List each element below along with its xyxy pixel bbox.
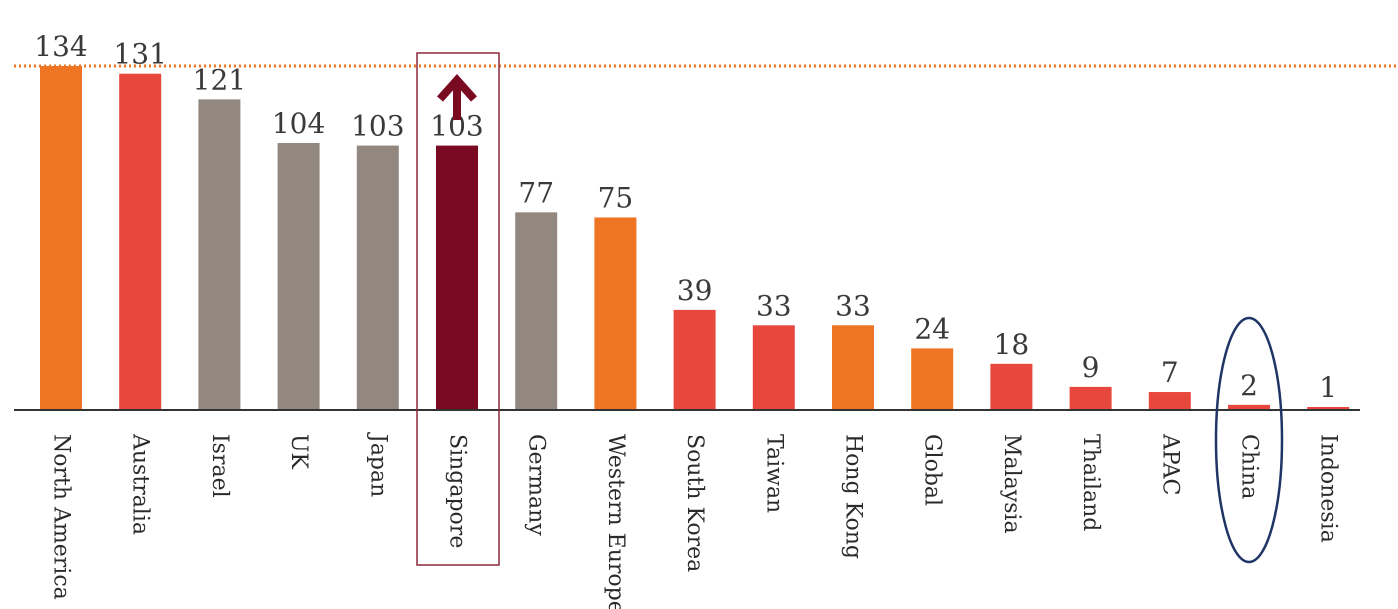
bar-taiwan [752, 325, 795, 410]
category-label-japan: Japan [365, 432, 390, 497]
value-label-hong-kong: 33 [835, 289, 871, 322]
category-label-israel: Israel [207, 434, 232, 498]
bar-north-america [40, 66, 82, 410]
value-label-apac: 7 [1161, 356, 1179, 389]
bar-uk [277, 143, 320, 410]
value-label-south-korea: 39 [677, 274, 713, 307]
category-label-south-korea: South Korea [682, 434, 707, 572]
bar-germany [515, 212, 558, 410]
category-label-australia: Australia [128, 433, 153, 535]
category-label-north-america: North America [49, 434, 74, 600]
category-label-china: China [1237, 434, 1262, 499]
value-label-malaysia: 18 [994, 328, 1030, 361]
bar-south-korea [673, 309, 716, 410]
category-label-thailand: Thailand [1078, 434, 1103, 531]
value-label-australia: 131 [113, 38, 166, 71]
category-label-global: Global [920, 434, 945, 506]
bar-japan [356, 145, 399, 410]
category-label-hong-kong: Hong Kong [841, 434, 866, 559]
category-label-uk: UK [286, 434, 311, 470]
value-label-uk: 104 [272, 107, 325, 140]
category-label-western-europe: Western Europe [603, 434, 628, 609]
bar-singapore [436, 145, 478, 410]
up-arrow-icon [437, 74, 477, 120]
bar-thailand [1069, 386, 1112, 410]
highlight-ellipse-china [1214, 316, 1284, 564]
value-label-taiwan: 33 [756, 289, 792, 322]
bar-western-europe [594, 217, 637, 410]
value-label-global: 24 [914, 312, 950, 345]
value-label-japan: 103 [351, 110, 404, 143]
bar-global [911, 348, 954, 410]
value-label-indonesia: 1 [1319, 371, 1337, 404]
value-label-thailand: 9 [1082, 351, 1100, 384]
category-label-indonesia: Indonesia [1316, 434, 1341, 543]
value-label-china: 2 [1240, 369, 1258, 402]
bar-australia [119, 73, 162, 411]
value-label-western-europe: 75 [598, 181, 634, 214]
bar-malaysia [990, 363, 1033, 410]
bar-apac [1148, 392, 1191, 410]
category-label-apac: APAC [1157, 433, 1182, 495]
highlight-box-singapore [416, 52, 500, 566]
value-label-germany: 77 [518, 176, 554, 209]
category-label-malaysia: Malaysia [999, 434, 1024, 534]
bar-indonesia [1307, 407, 1350, 410]
value-label-north-america: 134 [34, 30, 87, 63]
category-label-taiwan: Taiwan [761, 434, 786, 513]
category-label-singapore: Singapore [445, 434, 470, 548]
bar-china [1228, 404, 1270, 410]
bar-hong-kong [832, 325, 874, 410]
value-label-israel: 121 [193, 63, 246, 96]
bar-israel [198, 99, 241, 410]
category-label-germany: Germany [524, 434, 549, 536]
